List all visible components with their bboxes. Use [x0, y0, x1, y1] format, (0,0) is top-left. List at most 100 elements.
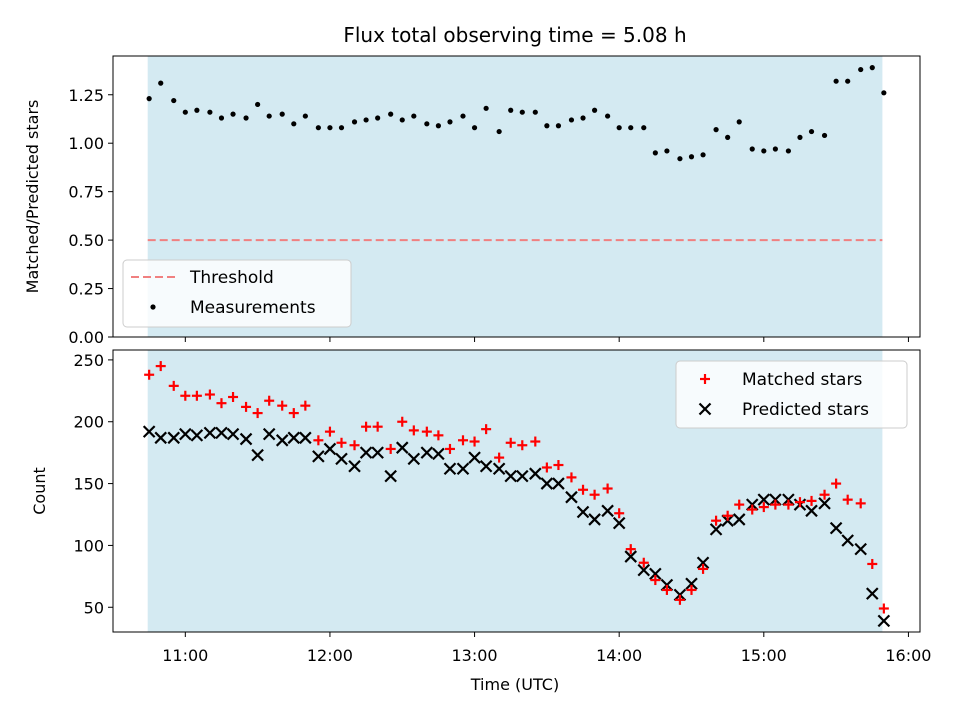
measurement-point: [532, 109, 538, 115]
measurement-point: [677, 156, 683, 162]
measurement-point: [207, 109, 213, 115]
measurement-point: [881, 90, 887, 96]
count-y-tick-label: 150: [73, 475, 104, 494]
legend-measurements-label: Measurements: [190, 298, 316, 318]
measurement-point: [858, 66, 864, 73]
matched-point: [806, 495, 817, 506]
legend-predicted-label: Predicted stars: [742, 400, 869, 420]
measurement-point: [411, 113, 417, 119]
matched-point: [481, 424, 492, 435]
measurement-point: [435, 123, 442, 129]
predicted-point: [420, 446, 434, 459]
matched-point: [241, 401, 252, 412]
matched-point: [252, 408, 263, 419]
legend-threshold-label: Threshold: [189, 268, 274, 288]
measurement-point: [424, 121, 430, 127]
predicted-point: [805, 504, 818, 518]
matched-point: [494, 452, 505, 463]
matched-point: [372, 421, 383, 432]
predicted-point: [565, 490, 578, 504]
measurement-point: [845, 78, 851, 84]
predicted-point: [818, 497, 831, 510]
matched-point: [216, 398, 227, 409]
predicted-point: [384, 469, 397, 483]
matched-point: [650, 575, 661, 586]
predicted-point: [407, 452, 421, 466]
measurement-point: [652, 150, 658, 156]
measurement-point: [460, 113, 466, 119]
predicted-point: [371, 446, 384, 459]
matched-point: [385, 443, 396, 454]
legend-measurement-swatch: [150, 304, 156, 310]
predicted-point: [432, 447, 445, 461]
measurement-point: [544, 123, 550, 129]
predicted-point: [251, 448, 264, 462]
matched-point: [578, 484, 589, 495]
matched-point: [698, 563, 709, 574]
matched-point: [855, 498, 866, 509]
matched-point: [747, 504, 758, 515]
predicted-point: [287, 431, 301, 445]
matched-point: [541, 462, 552, 473]
predicted-point: [468, 451, 481, 464]
measurement-point: [194, 107, 200, 113]
count-y-tick-label: 200: [73, 413, 104, 432]
matched-point: [783, 499, 794, 510]
count-y-tick-label: 250: [73, 351, 104, 370]
matched-point: [770, 499, 781, 510]
measurement-point: [496, 128, 502, 135]
matched-point: [878, 603, 889, 614]
matched-point: [530, 436, 541, 447]
matched-point: [324, 426, 335, 437]
predicted-point: [262, 427, 276, 441]
legend-matched-label: Matched stars: [742, 370, 862, 390]
predicted-point: [516, 469, 529, 483]
matched-point: [517, 440, 528, 451]
matched-point: [819, 489, 830, 500]
measurement-point: [700, 152, 706, 158]
predicted-point: [492, 462, 506, 476]
legend-matched-marker: [700, 374, 710, 384]
predicted-point: [588, 513, 601, 526]
measurement-point: [351, 119, 358, 125]
matched-point: [661, 584, 672, 595]
predicted-point: [685, 577, 698, 591]
measurement-point: [388, 111, 394, 117]
predicted-point: [335, 452, 348, 466]
predicted-point: [395, 441, 409, 454]
predicted-point: [732, 513, 746, 526]
predicted-point: [239, 432, 253, 446]
measurement-point: [628, 125, 634, 131]
matched-point: [566, 472, 577, 483]
measurement-point: [230, 111, 236, 117]
measurement-point: [218, 115, 225, 121]
predicted-point: [624, 550, 638, 563]
count-x-tick-label: 11:00: [162, 646, 208, 665]
predicted-point: [359, 446, 373, 459]
predicted-point: [215, 426, 228, 440]
matched-point: [155, 361, 166, 372]
measurement-point: [713, 127, 719, 133]
matched-point: [408, 425, 419, 436]
measurement-point: [749, 146, 755, 152]
matched-point: [638, 557, 649, 568]
predicted-point: [854, 542, 867, 556]
ratio-y-tick-label: 0.25: [68, 280, 104, 299]
measurement-point: [605, 113, 611, 119]
measurement-point: [772, 146, 778, 152]
predicted-point: [612, 516, 626, 530]
measurement-point: [580, 115, 586, 121]
matched-point: [867, 558, 878, 569]
ratio-y-axis-label: Matched/Predicted stars: [23, 100, 42, 294]
predicted-point: [226, 427, 240, 441]
predicted-point: [312, 450, 325, 463]
measurement-point: [664, 148, 670, 154]
measurement-point: [519, 109, 525, 115]
matched-point: [313, 435, 324, 446]
legend-predicted-swatch: [698, 402, 712, 416]
ratio-y-tick-label: 0.75: [68, 183, 104, 202]
count-x-tick-label: 12:00: [307, 646, 353, 665]
measurement-point: [338, 125, 345, 131]
matched-point: [722, 510, 733, 521]
